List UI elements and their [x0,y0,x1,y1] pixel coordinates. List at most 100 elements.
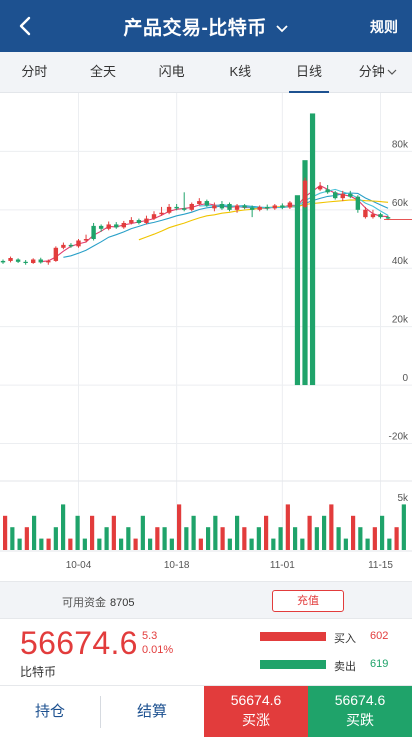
candle-body [280,205,285,208]
price-chart[interactable]: 80k 60k 40k 20k 0 -20k 5k 10-04 10-18 11-01 11-15 [0,93,412,581]
tab-2[interactable]: 闪电 [137,52,206,92]
available-funds-label: 可用资金 [62,597,106,609]
volume-bar [191,515,196,550]
candle-body [333,192,338,199]
candle-body [83,239,89,241]
buy-up-price: 56674.6 [230,692,282,708]
volume-bar [329,504,334,550]
volume-bar [97,538,102,550]
candle-body [53,247,59,261]
candle-body [46,260,51,263]
volume-bar [394,527,399,550]
volume-bar [227,538,232,550]
tab-3[interactable]: K线 [206,52,275,92]
spike-bar [294,195,301,386]
volume-bar [126,527,131,550]
settle-button[interactable]: 结算 [136,703,167,720]
candle-body [378,214,383,218]
tab-label: 分钟 [358,64,385,79]
volume-bar [17,538,22,550]
x-tick-label: 11-15 [368,560,393,571]
volume-bar [46,538,51,550]
tab-4[interactable]: 日线 [275,52,344,93]
candle-body [0,260,6,263]
candle-body [23,261,28,264]
candle-body [227,203,232,210]
sell-out-row: 卖出 619 [258,658,408,673]
candle-body [91,225,96,240]
sell-out-bar [260,660,326,669]
candle-body [265,206,270,209]
candle-body [68,244,74,247]
tab-5[interactable]: 分钟 [343,52,412,92]
candlestick-chart-svg: 80k 60k 40k 20k 0 -20k 5k 10-04 10-18 11-01 11-15 [0,93,412,571]
buy-up-button[interactable]: 56674.6 买涨 [204,686,308,737]
volume-bar [140,515,145,550]
volume-bar [300,538,305,550]
candle-body [31,259,36,263]
buy-in-count: 602 [370,630,389,642]
sell-out-count: 619 [370,658,389,670]
volume-bar [68,538,73,550]
volume-bar [271,538,276,550]
recharge-button[interactable]: 充值 [272,590,344,612]
rules-link[interactable]: 规则 [370,19,398,35]
volume-bar [177,504,182,550]
candle-body [76,240,81,247]
tab-0[interactable]: 分时 [0,52,69,92]
volume-bar [162,527,167,550]
volume-bar [387,538,392,550]
buy-up-label: 买涨 [242,712,270,728]
tab-1[interactable]: 全天 [69,52,138,92]
volume-bar [61,504,66,550]
change-amount: 5.3 [142,630,158,642]
candle-body [166,206,172,213]
volume-bar [380,515,385,550]
back-arrow-icon[interactable] [14,14,38,38]
buy-down-label: 买跌 [346,712,374,728]
volume-bar [278,527,283,550]
x-tick-label: 10-04 [66,560,92,571]
spike-bar [302,160,308,386]
candle-body [310,180,315,187]
volume-bar [32,515,37,550]
candle-body [144,218,149,223]
buy-down-button[interactable]: 56674.6 买跌 [308,686,412,737]
product-title[interactable]: 产品交易-比特币 [0,13,412,40]
y-tick-label: 60k [392,198,409,209]
available-funds-amount: 8705 [110,597,135,609]
tab-label: 全天 [90,64,117,79]
sell-out-label: 卖出 [334,661,356,673]
volume-bar [401,504,406,550]
candle-body [189,203,194,210]
candle-body [219,203,225,209]
candle-body [129,220,134,223]
candle-body [355,196,361,210]
volume-bar [322,515,327,550]
y-tick-label: 40k [392,256,409,267]
volume-bar [148,538,153,550]
candle-body [197,201,202,204]
buy-in-label: 买入 [334,633,356,645]
x-tick-label: 11-01 [270,560,295,571]
candle-body [121,222,126,228]
candle-body [302,180,308,207]
positions-button[interactable]: 持仓 [34,703,65,720]
volume-bar [24,527,29,550]
candle-body [242,205,247,208]
volume-bar [336,527,341,550]
available-funds: 可用资金 8705 [62,594,134,610]
buy-down-price: 56674.6 [334,692,386,708]
volume-bar [264,515,269,550]
y-tick-label: 80k [392,139,409,150]
candle-body [272,205,277,209]
candle-body [61,244,66,248]
change-percent: 0.01% [142,644,174,656]
coin-name: 比特币 [20,665,57,679]
volume-bar [242,527,247,550]
moving-average-line [63,192,389,258]
candle-body [249,207,255,210]
volume-bar [75,515,80,550]
volume-bar [53,527,58,550]
